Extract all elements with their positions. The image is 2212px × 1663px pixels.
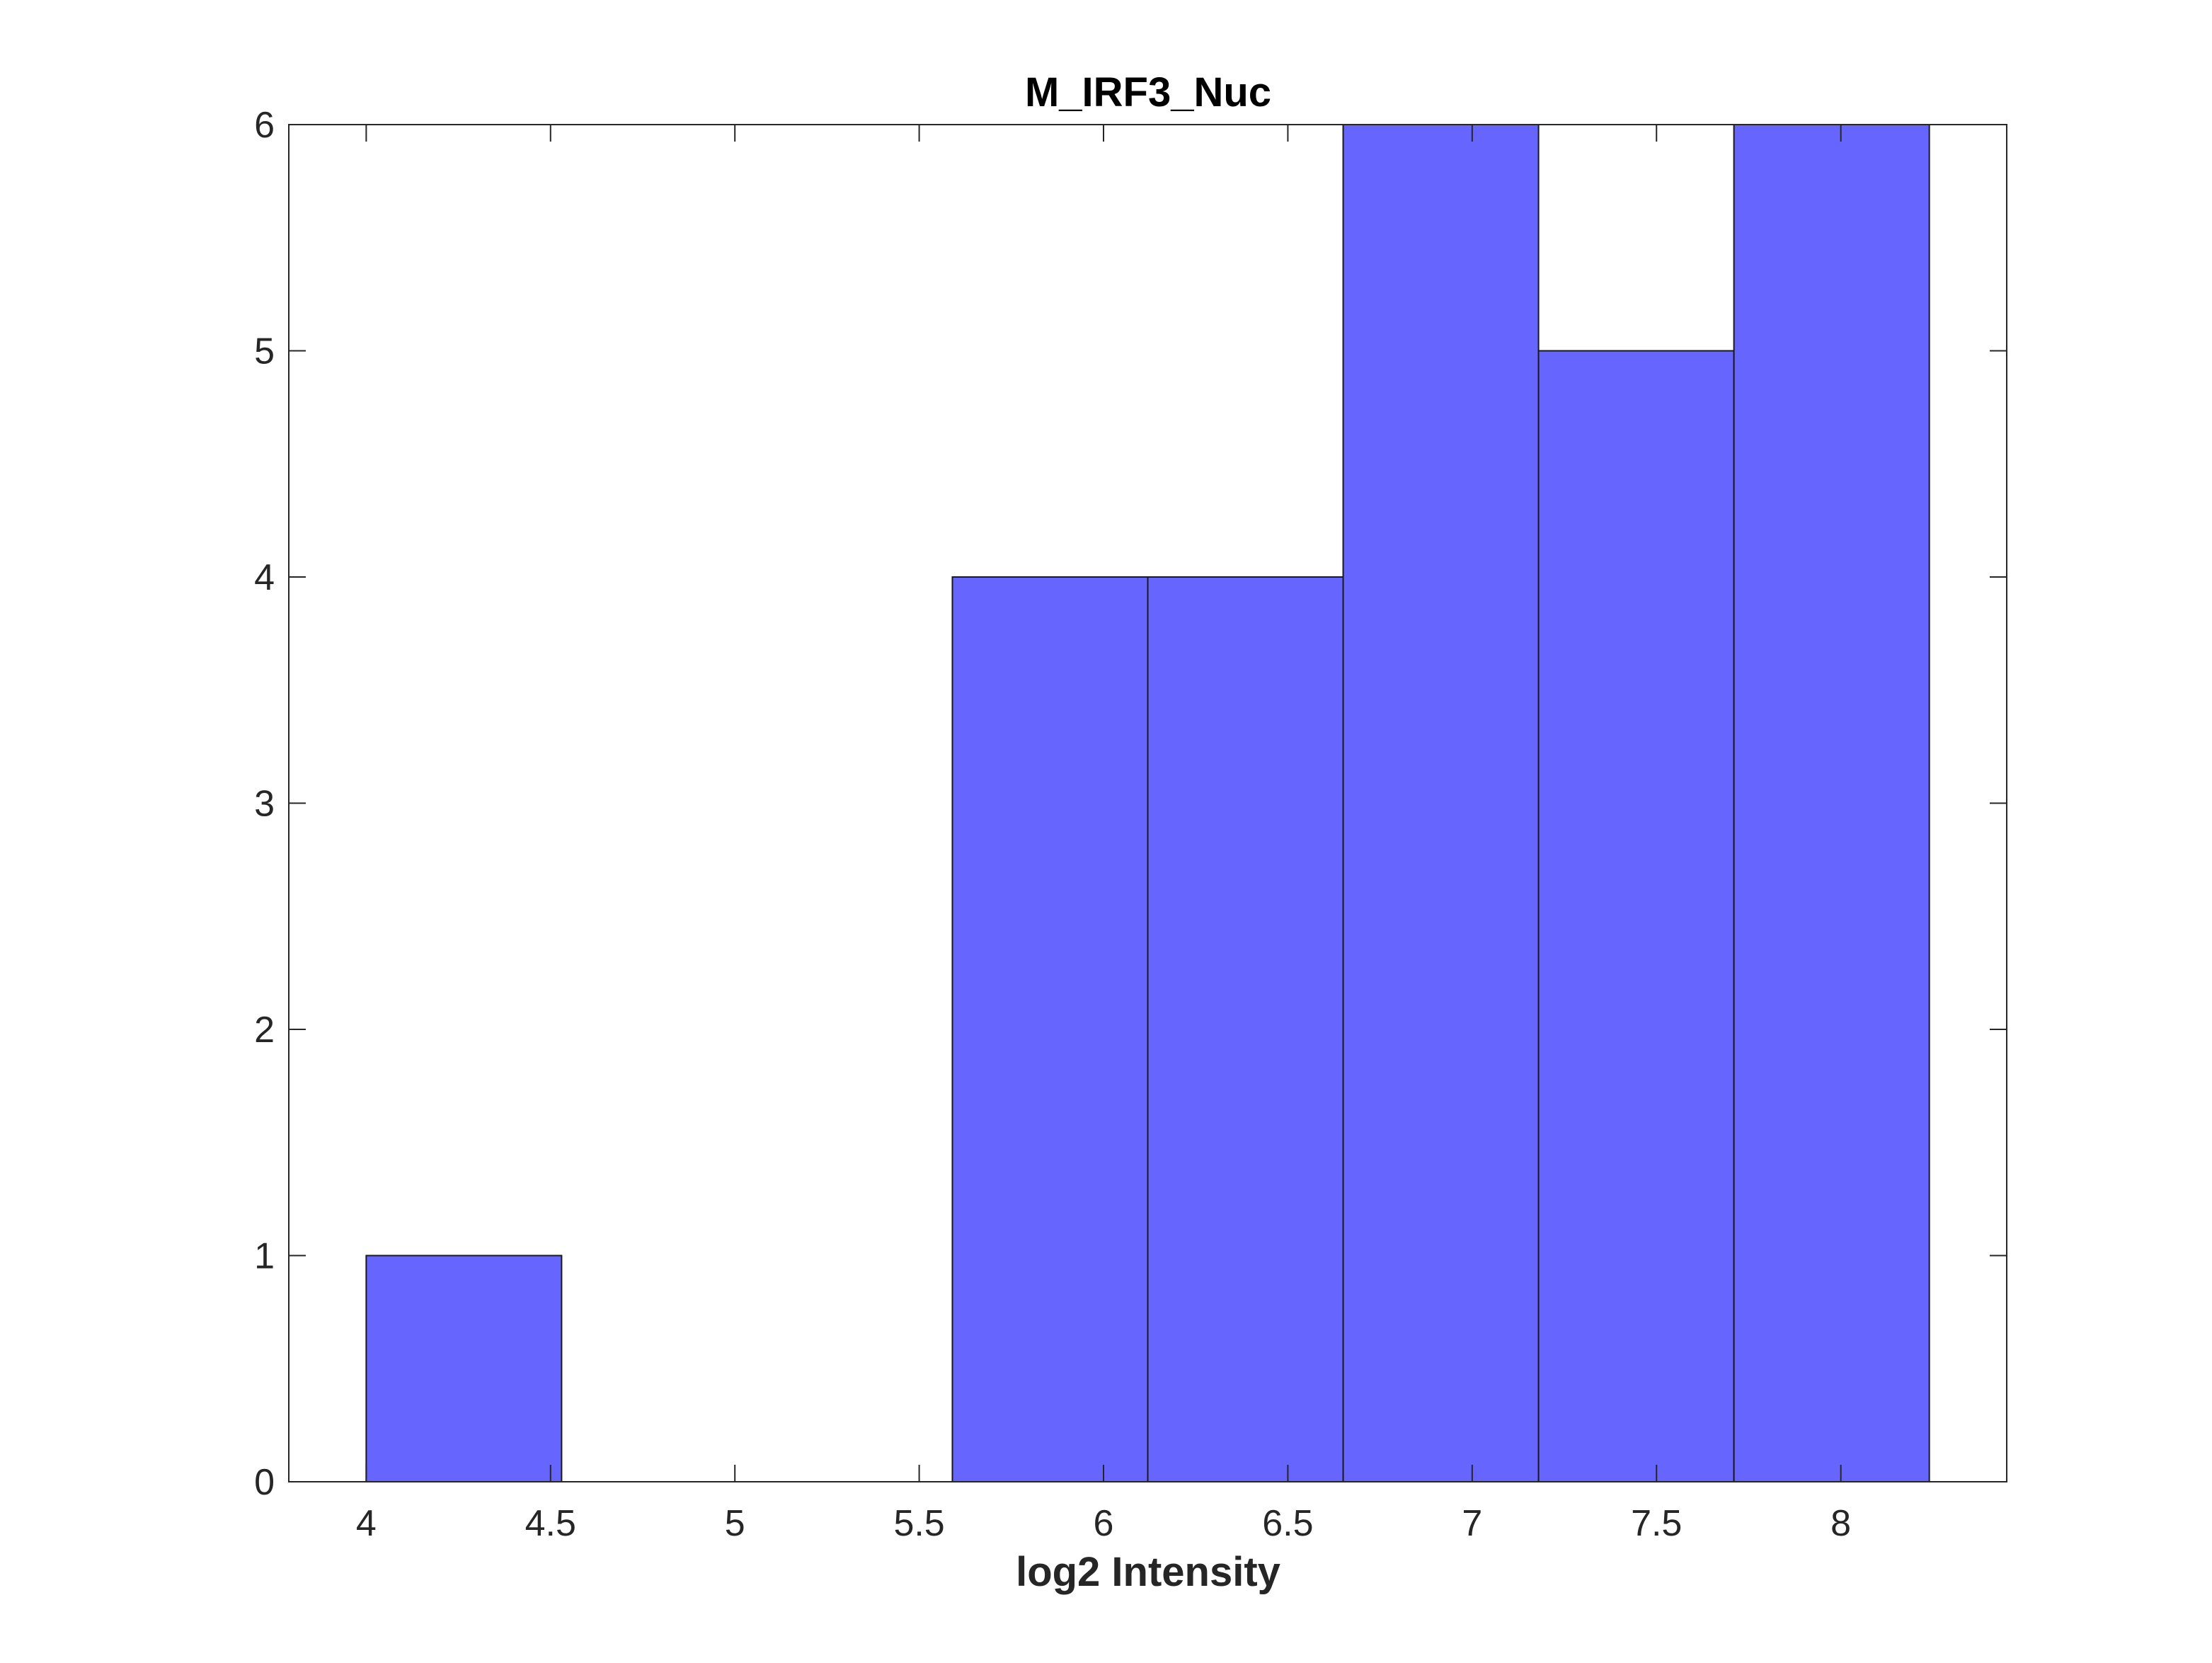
x-tick-label: 8: [1830, 1503, 1851, 1544]
y-tick-label: 5: [254, 331, 275, 372]
x-tick-label: 4.5: [525, 1503, 576, 1544]
histogram-bar: [1537, 350, 1735, 1482]
y-tick-label: 4: [254, 557, 275, 598]
x-tick-label: 6: [1094, 1503, 1114, 1544]
y-tick-label: 0: [254, 1462, 275, 1503]
x-tick-label: 7.5: [1631, 1503, 1682, 1544]
tick-labels-layer: 4 4.5 5 5.5 6 6.5 7 7.5 8 0 1 2 3 4 5 6: [254, 105, 1851, 1544]
chart-title: M_IRF3_Nuc: [1025, 69, 1271, 115]
x-axis-label: log2 Intensity: [1016, 1549, 1280, 1595]
x-tick-label: 5.5: [893, 1503, 944, 1544]
x-tick-label: 5: [725, 1503, 745, 1544]
x-tick-label: 4: [356, 1503, 377, 1544]
histogram-bar: [1147, 576, 1344, 1482]
ticks-layer: [289, 124, 2007, 1482]
y-tick-label: 3: [254, 784, 275, 825]
y-tick-label: 6: [254, 105, 275, 146]
histogram-bar: [1342, 124, 1540, 1482]
y-tick-label: 2: [254, 1010, 275, 1051]
y-tick-label: 1: [254, 1236, 275, 1277]
x-tick-label: 6.5: [1262, 1503, 1313, 1544]
x-tick-label: 7: [1462, 1503, 1482, 1544]
bars-layer: [365, 124, 1930, 1482]
histogram-bar: [951, 576, 1149, 1482]
histogram-bar: [365, 1255, 563, 1482]
histogram-bar: [1733, 124, 1930, 1482]
